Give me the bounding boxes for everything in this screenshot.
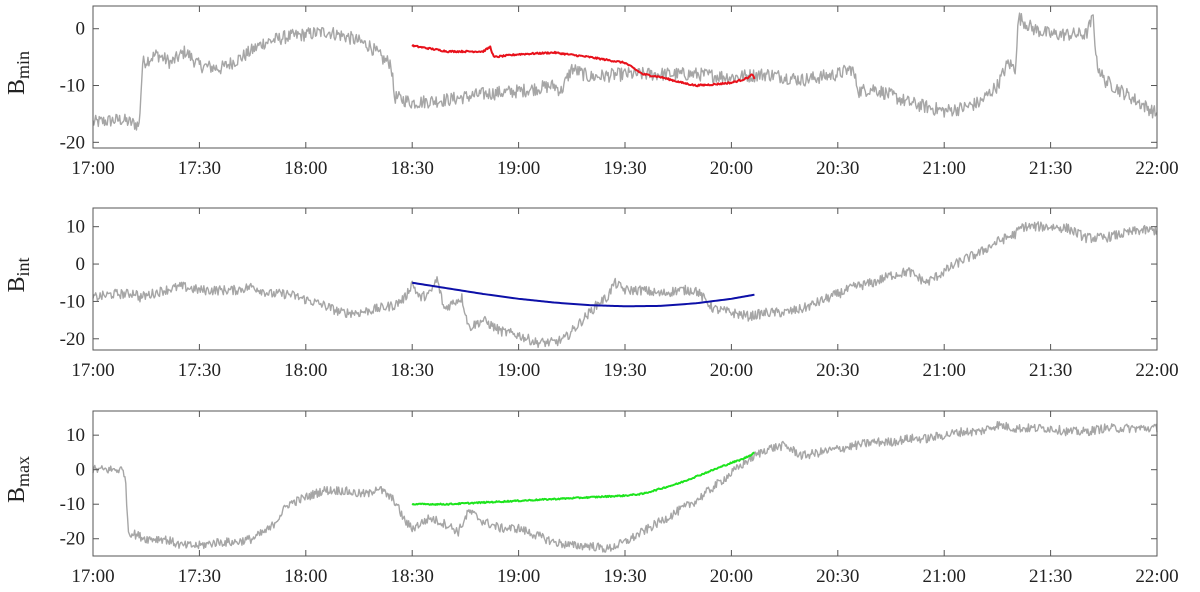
y-tick-label: -10 <box>60 76 85 97</box>
y-axis-title: Bmin <box>4 51 33 95</box>
x-tick-label: 17:30 <box>178 566 221 587</box>
x-tick-label: 21:30 <box>1029 360 1072 381</box>
data-series-line-int <box>92 221 1158 349</box>
y-axis-title-main: B <box>4 277 30 293</box>
x-tick-label: 20:00 <box>710 360 753 381</box>
x-tick-label: 20:30 <box>816 158 859 179</box>
data-series-line-min <box>92 12 1158 131</box>
y-tick-label: -10 <box>60 291 85 312</box>
y-tick-label: -20 <box>60 329 85 350</box>
x-tick-label: 18:00 <box>284 566 327 587</box>
y-tick-label: 0 <box>76 254 86 275</box>
y-tick-label: 10 <box>66 425 85 446</box>
x-tick-label: 20:00 <box>710 158 753 179</box>
plot-frame <box>92 5 1158 149</box>
y-tick-label: -10 <box>60 494 85 515</box>
x-tick-label: 18:30 <box>391 360 434 381</box>
x-tick-label: 18:30 <box>391 566 434 587</box>
y-axis-title-main: B <box>4 487 30 503</box>
x-tick-label: 19:30 <box>603 360 646 381</box>
x-tick-label: 17:30 <box>178 360 221 381</box>
x-tick-label: 18:00 <box>284 360 327 381</box>
plot-frame <box>92 410 1158 557</box>
model-fit-line-min <box>411 44 756 88</box>
x-tick-label: 21:30 <box>1029 158 1072 179</box>
y-axis-title: Bint <box>4 257 33 292</box>
x-tick-label: 22:00 <box>1135 566 1178 587</box>
y-axis-title-main: B <box>4 79 30 95</box>
x-tick-label: 17:00 <box>71 566 114 587</box>
x-tick-label: 21:00 <box>923 566 966 587</box>
y-tick-label: -20 <box>60 132 85 153</box>
x-tick-label: 18:30 <box>391 158 434 179</box>
x-tick-label: 21:00 <box>923 158 966 179</box>
x-tick-label: 22:00 <box>1135 360 1178 381</box>
model-fit-line-max <box>411 451 755 506</box>
x-tick-label: 17:00 <box>71 360 114 381</box>
y-axis-title-sub: int <box>13 257 33 276</box>
y-axis-title-sub: max <box>13 456 33 487</box>
y-tick-label: 10 <box>66 217 85 238</box>
y-tick-label: 0 <box>76 19 86 40</box>
y-tick-label: -20 <box>60 529 85 550</box>
data-series-line-max <box>92 420 1158 553</box>
panel-max: 17:00 17:30 18:00 18:30 19:00 19:30 20:00 20:30… <box>4 410 1179 587</box>
x-tick-label: 17:30 <box>178 158 221 179</box>
y-axis-title: Bmax <box>4 456 33 503</box>
x-tick-label: 20:00 <box>710 566 753 587</box>
x-tick-label: 20:30 <box>816 360 859 381</box>
x-tick-label: 19:30 <box>603 566 646 587</box>
panel-min: 17:00 17:30 18:00 18:30 19:00 19:30 20:00 20:30… <box>4 5 1179 179</box>
plot-frame <box>92 207 1158 351</box>
panel-int: 17:00 17:30 18:00 18:30 19:00 19:30 20:00 20:30… <box>4 207 1179 381</box>
model-fit-line-int <box>412 281 755 308</box>
x-tick-label: 19:00 <box>497 566 540 587</box>
x-tick-label: 22:00 <box>1135 158 1178 179</box>
x-tick-label: 21:30 <box>1029 566 1072 587</box>
x-tick-label: 19:30 <box>603 158 646 179</box>
x-tick-label: 20:30 <box>816 566 859 587</box>
x-tick-label: 19:00 <box>497 158 540 179</box>
x-tick-label: 17:00 <box>71 158 114 179</box>
y-tick-label: 0 <box>76 460 86 481</box>
x-tick-label: 19:00 <box>497 360 540 381</box>
x-tick-label: 21:00 <box>923 360 966 381</box>
y-axis-title-sub: min <box>13 51 33 79</box>
x-tick-label: 18:00 <box>284 158 327 179</box>
